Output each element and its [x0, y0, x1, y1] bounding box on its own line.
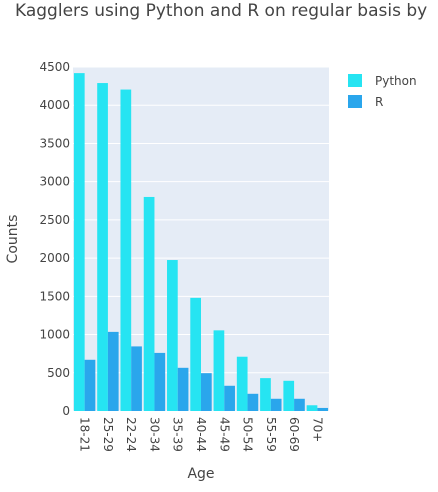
bar-python	[190, 297, 201, 411]
x-tick-label: 70+	[310, 417, 324, 442]
bar-r	[201, 373, 212, 411]
legend: Python R	[348, 74, 417, 109]
y-tick-label: 0	[62, 404, 70, 418]
y-tick-label: 2500	[39, 213, 70, 227]
legend-swatch	[348, 74, 362, 87]
x-tick-label: 45-49	[217, 417, 231, 452]
bar-r	[270, 398, 282, 411]
bar-r	[177, 367, 189, 411]
legend-label: Python	[375, 74, 417, 88]
x-tick-label: 60-69	[287, 417, 301, 452]
x-tick-label: 30-34	[147, 417, 161, 452]
bar-python	[97, 83, 108, 411]
y-tick-label: 3500	[39, 136, 70, 150]
y-axis-ticks: 0 500 1000 1500 2000 2500 3000 3500 4000 4500	[39, 60, 70, 418]
chart-title: Kagglers using Python and R on regular b…	[15, 1, 427, 21]
legend-swatch	[348, 95, 362, 108]
x-axis-ticks: 18-21 25-29 22-24 30-34 35-39 40-44 45-49 50-54…	[78, 417, 325, 452]
bar-python	[306, 405, 318, 411]
bar-python	[283, 380, 295, 411]
x-tick-label: 25-29	[101, 417, 115, 452]
bar-r	[224, 385, 235, 411]
bar-python	[213, 330, 225, 411]
x-tick-label: 55-59	[264, 417, 278, 452]
bar-r	[294, 398, 305, 411]
y-tick-label: 3000	[39, 175, 70, 189]
bar-python	[120, 89, 132, 411]
y-tick-label: 1500	[39, 289, 70, 303]
bar-r	[154, 352, 166, 411]
y-tick-label: 500	[47, 366, 70, 380]
bar-r	[131, 346, 142, 411]
bar-python	[167, 260, 178, 411]
x-tick-label: 40-44	[194, 417, 208, 452]
y-tick-label: 4500	[39, 60, 70, 74]
x-tick-label: 22-24	[124, 417, 138, 452]
y-tick-label: 1000	[39, 328, 70, 342]
bar-python	[143, 196, 155, 411]
bar-python	[73, 73, 85, 412]
y-tick-label: 4000	[39, 98, 70, 112]
bar-r	[317, 407, 329, 411]
bar-python	[236, 356, 248, 411]
bar-r	[107, 331, 119, 411]
x-tick-label: 35-39	[171, 417, 185, 452]
x-tick-label: 50-54	[241, 417, 255, 452]
legend-label: R	[375, 95, 383, 109]
x-axis-title: Age	[187, 466, 214, 482]
x-tick-label: 18-21	[78, 417, 92, 452]
bar-r	[84, 359, 96, 411]
bar-r	[247, 393, 259, 411]
y-axis-title: Counts	[5, 215, 21, 264]
bars	[73, 73, 329, 412]
y-tick-label: 2000	[39, 251, 70, 265]
bar-python	[260, 378, 271, 411]
